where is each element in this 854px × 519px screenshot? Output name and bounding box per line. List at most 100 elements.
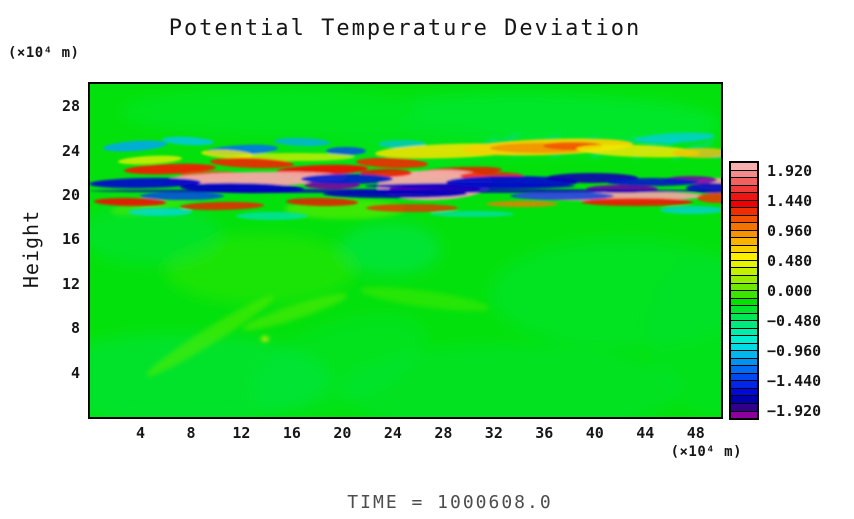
field-structure — [326, 147, 366, 155]
field-structure — [340, 223, 440, 275]
field-layer-turbulent-band — [90, 132, 721, 220]
colorbar-segment — [731, 244, 757, 253]
field-structure — [274, 137, 330, 147]
colorbar-segment — [731, 169, 757, 178]
colorbar-segment — [731, 395, 757, 403]
field-structure — [340, 344, 680, 417]
field-structure — [301, 174, 393, 184]
colorbar-segment — [731, 365, 757, 373]
y-tick-label: 4 — [70, 363, 80, 382]
colorbar-segment — [731, 163, 757, 170]
colorbar-segment — [731, 222, 757, 230]
field-structure — [254, 315, 426, 413]
field-structure — [672, 148, 721, 158]
x-tick-label: 28 — [434, 424, 453, 442]
x-axis-unit-label: (×10⁴ m) — [670, 444, 742, 460]
colorbar-segment — [731, 357, 757, 366]
field-structure — [606, 178, 698, 186]
colorbar-segment — [731, 327, 757, 336]
x-tick-label: 16 — [282, 424, 301, 442]
colorbar-segment — [731, 237, 757, 245]
field-structure — [576, 144, 700, 158]
colorbar-tick-label: 0.480 — [767, 251, 813, 270]
colorbar-segment — [731, 410, 757, 419]
field-structure — [378, 140, 426, 148]
y-tick-label: 24 — [61, 141, 80, 160]
field-structure — [286, 197, 358, 207]
field-structure — [163, 171, 347, 187]
chart-title: Potential Temperature Deviation — [168, 16, 642, 41]
field-structure — [140, 192, 224, 200]
x-tick-label: 8 — [186, 424, 196, 442]
colorbar-tick-label: 1.920 — [767, 161, 813, 180]
colorbar-segment — [731, 342, 757, 351]
colorbar-segment — [731, 305, 757, 313]
field-structure — [90, 204, 220, 264]
colorbar-segment — [731, 229, 757, 238]
field-structure — [366, 204, 458, 212]
colorbar-tick-label: 0.000 — [767, 281, 813, 300]
x-tick-label: 12 — [232, 424, 251, 442]
field-structure — [360, 286, 490, 312]
contour-field-svg — [90, 84, 721, 417]
colorbar-segment — [731, 282, 757, 291]
field-layer-soft-blobs — [90, 88, 721, 417]
y-tick-label: 8 — [70, 319, 80, 338]
colorbar-segment — [731, 290, 757, 298]
colorbar-tick-label: −0.480 — [767, 311, 822, 330]
colorbar-tick-label: 0.960 — [767, 221, 813, 240]
field-structure — [650, 254, 721, 414]
colorbar-segment — [731, 297, 757, 306]
x-tick-label: 40 — [585, 424, 604, 442]
field-structure — [635, 132, 715, 144]
y-axis-unit-label: (×10⁴ m) — [8, 45, 80, 61]
x-tick-label: 20 — [333, 424, 352, 442]
field-structure — [581, 198, 693, 206]
colorbar-segment — [731, 207, 757, 215]
field-structure — [162, 136, 214, 146]
colorbar-segment — [731, 335, 757, 343]
colorbar-segment — [731, 387, 757, 396]
colorbar-segment — [731, 372, 757, 381]
field-structure — [165, 234, 355, 304]
x-tick-label: 36 — [535, 424, 554, 442]
plot-area — [88, 82, 723, 419]
y-tick-label: 28 — [61, 97, 80, 116]
field-structure — [210, 157, 294, 169]
field-structure — [486, 201, 558, 207]
field-structure — [146, 295, 274, 377]
field-structure — [446, 176, 578, 188]
colorbar-tick-label: −1.440 — [767, 371, 822, 390]
field-structure — [103, 140, 167, 152]
colorbar-tick-label: −1.920 — [767, 401, 822, 420]
colorbar-segment — [731, 312, 757, 321]
field-structure — [660, 206, 721, 214]
field-structure — [90, 189, 720, 193]
colorbar — [729, 161, 759, 420]
x-tick-label: 4 — [135, 424, 145, 442]
field-structure — [510, 192, 614, 200]
field-structure — [261, 336, 269, 342]
field-structure — [242, 293, 348, 331]
colorbar-segment — [731, 214, 757, 223]
y-tick-label: 16 — [61, 230, 80, 249]
field-structure — [120, 88, 420, 136]
y-tick-label: 12 — [61, 274, 80, 293]
colorbar-segment — [731, 192, 757, 200]
colorbar-segment — [731, 267, 757, 275]
x-tick-label: 48 — [686, 424, 705, 442]
field-structure — [180, 201, 264, 211]
colorbar-segment — [731, 274, 757, 283]
time-stamp-label: TIME = 1000608.0 — [347, 492, 553, 513]
x-tick-label: 24 — [383, 424, 402, 442]
field-structure — [124, 163, 216, 175]
field-structure — [94, 197, 166, 207]
field-structure — [356, 157, 428, 169]
colorbar-segment — [731, 350, 757, 358]
x-tick-label: 32 — [484, 424, 503, 442]
field-structure — [118, 155, 182, 165]
colorbar-segment — [731, 184, 757, 193]
colorbar-segment — [731, 320, 757, 328]
field-structure — [430, 211, 514, 217]
